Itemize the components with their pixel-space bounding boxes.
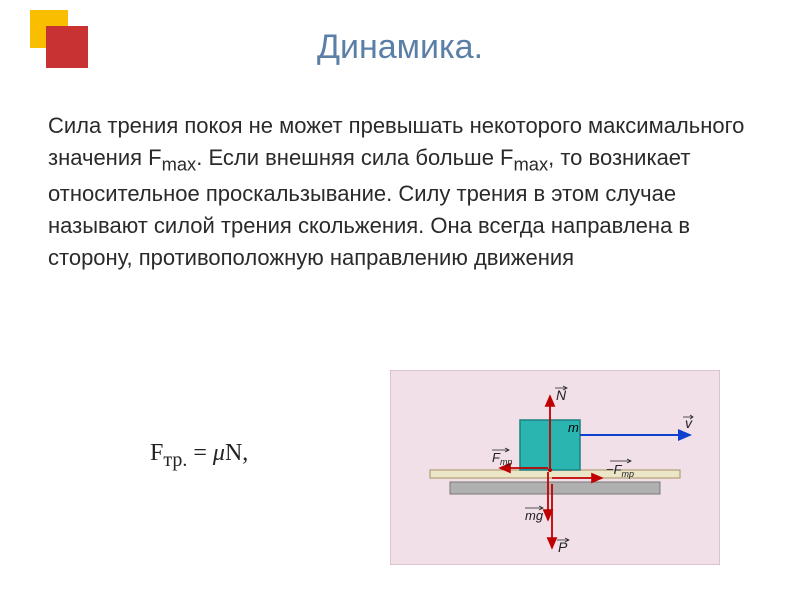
surface-lower <box>450 482 660 494</box>
formula-eq: = <box>187 440 213 466</box>
friction-formula: Fтр. = μN, <box>150 440 248 472</box>
free-body-diagram: m v N Fтр −Fтр mg P <box>390 370 720 565</box>
formula-lhs-sub: тр. <box>163 449 187 471</box>
surface-upper <box>430 470 680 478</box>
para-seg-2: . Если внешняя сила больше F <box>196 145 513 170</box>
origin-dot <box>548 468 552 472</box>
page-title: Динамика. <box>0 28 800 67</box>
formula-lhs: F <box>150 440 163 466</box>
body-paragraph: Сила трения покоя не может превышать нек… <box>48 110 752 274</box>
label-m: m <box>568 420 579 435</box>
para-sub-1: max <box>162 153 197 174</box>
label-N: N <box>556 387 567 403</box>
formula-mu: μ <box>213 440 225 466</box>
para-sub-2: max <box>513 153 548 174</box>
label-mg: mg <box>525 508 544 523</box>
formula-N: N, <box>225 440 248 466</box>
